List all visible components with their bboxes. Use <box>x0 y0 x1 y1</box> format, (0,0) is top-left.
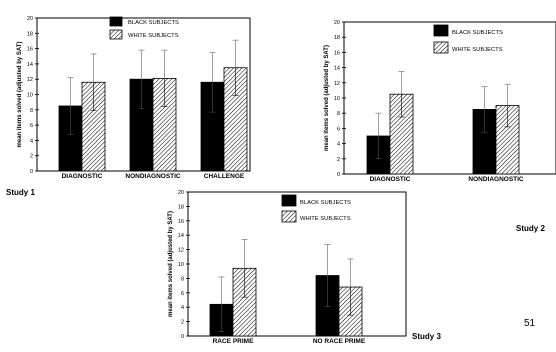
y-tick-label: 16 <box>27 47 33 53</box>
x-category-label: NONDIAGNOSTIC <box>125 173 181 180</box>
y-axis-label: mean items solved (adjusted by SAT) <box>17 42 23 148</box>
y-tick-label: 6 <box>337 126 340 132</box>
y-tick-label: 18 <box>334 35 340 41</box>
y-tick-label: 2 <box>337 157 340 163</box>
y-axis-label: mean items solved (adjusted by SAT) <box>324 45 330 151</box>
study3-chart-svg: 0 2 4 6 8 10 12 14 16 18 20 mean items solved (adju… <box>168 190 407 345</box>
x-category-label: DIAGNOSTIC <box>62 173 103 180</box>
x-category-label: RACE PRIME <box>213 338 254 345</box>
legend-swatch <box>281 194 297 207</box>
study2-chart-svg: 0 2 4 6 8 10 12 14 16 18 20 mean items solved (adju… <box>324 20 556 183</box>
y-tick-label: 4 <box>30 138 33 144</box>
y-tick-label: 10 <box>178 262 184 268</box>
y-tick-label: 10 <box>334 96 340 102</box>
x-category-label: DIAGNOSTIC <box>370 176 411 183</box>
study3-label: Study 3 <box>412 332 441 341</box>
y-tick-label: 4 <box>337 142 340 148</box>
x-category-label: NO RACE PRIME <box>313 338 366 345</box>
y-tick-label: 20 <box>334 20 340 26</box>
page-number: 51 <box>524 318 536 329</box>
y-tick-label: 14 <box>334 66 340 72</box>
x-category-label: CHALLENGE <box>204 173 245 180</box>
y-tick-label: 6 <box>181 291 184 297</box>
y-tick-label: 14 <box>178 233 184 239</box>
study1-chart-svg: 0 2 4 6 8 10 12 14 16 18 20 mean items solved (adju… <box>17 16 251 180</box>
legend-swatch <box>281 210 297 223</box>
study1-chart: 0 2 4 6 8 10 12 14 16 18 20 mean items solved (adju… <box>0 0 258 180</box>
y-tick-label: 12 <box>27 77 33 83</box>
study2-chart: 0 2 4 6 8 10 12 14 16 18 20 mean items solved (adju… <box>298 8 556 188</box>
legend-swatch <box>433 24 449 37</box>
legend-label: BLACK SUBJECTS <box>452 30 503 36</box>
legend-label: WHITE SUBJECTS <box>452 47 503 53</box>
y-tick-label: 16 <box>178 219 184 225</box>
y-tick-label: 2 <box>30 154 33 160</box>
y-tick-label: 18 <box>178 204 184 210</box>
y-tick-label: 16 <box>334 50 340 56</box>
legend-swatch <box>109 16 123 27</box>
legend-swatch <box>109 29 123 40</box>
legend-label: BLACK SUBJECTS <box>128 20 179 26</box>
y-tick-label: 0 <box>181 334 184 340</box>
y-tick-label: 4 <box>181 305 184 311</box>
y-tick-label: 8 <box>337 111 340 117</box>
y-tick-label: 12 <box>178 248 184 254</box>
legend-label: WHITE SUBJECTS <box>128 33 179 39</box>
y-tick-label: 20 <box>27 16 33 22</box>
y-tick-label: 14 <box>27 62 33 68</box>
study1-label: Study 1 <box>6 188 35 197</box>
y-tick-label: 0 <box>30 169 33 175</box>
legend-swatch <box>433 41 449 54</box>
legend-label: BLACK SUBJECTS <box>300 200 351 206</box>
y-tick-label: 10 <box>27 93 33 99</box>
y-tick-label: 8 <box>30 108 33 114</box>
y-tick-label: 6 <box>30 123 33 129</box>
study2-label: Study 2 <box>516 224 545 233</box>
legend-label: WHITE SUBJECTS <box>300 216 351 222</box>
y-axis-label: mean items solved (adjusted by SAT) <box>168 211 174 317</box>
y-tick-label: 20 <box>178 190 184 196</box>
y-tick-label: 2 <box>181 320 184 326</box>
y-tick-label: 0 <box>337 172 340 178</box>
y-tick-label: 18 <box>27 31 33 37</box>
x-category-label: NONDIAGNOSTIC <box>468 176 524 183</box>
y-tick-label: 12 <box>334 81 340 87</box>
study3-chart: 0 2 4 6 8 10 12 14 16 18 20 mean items solved (adju… <box>140 180 408 350</box>
y-tick-label: 8 <box>181 276 184 282</box>
